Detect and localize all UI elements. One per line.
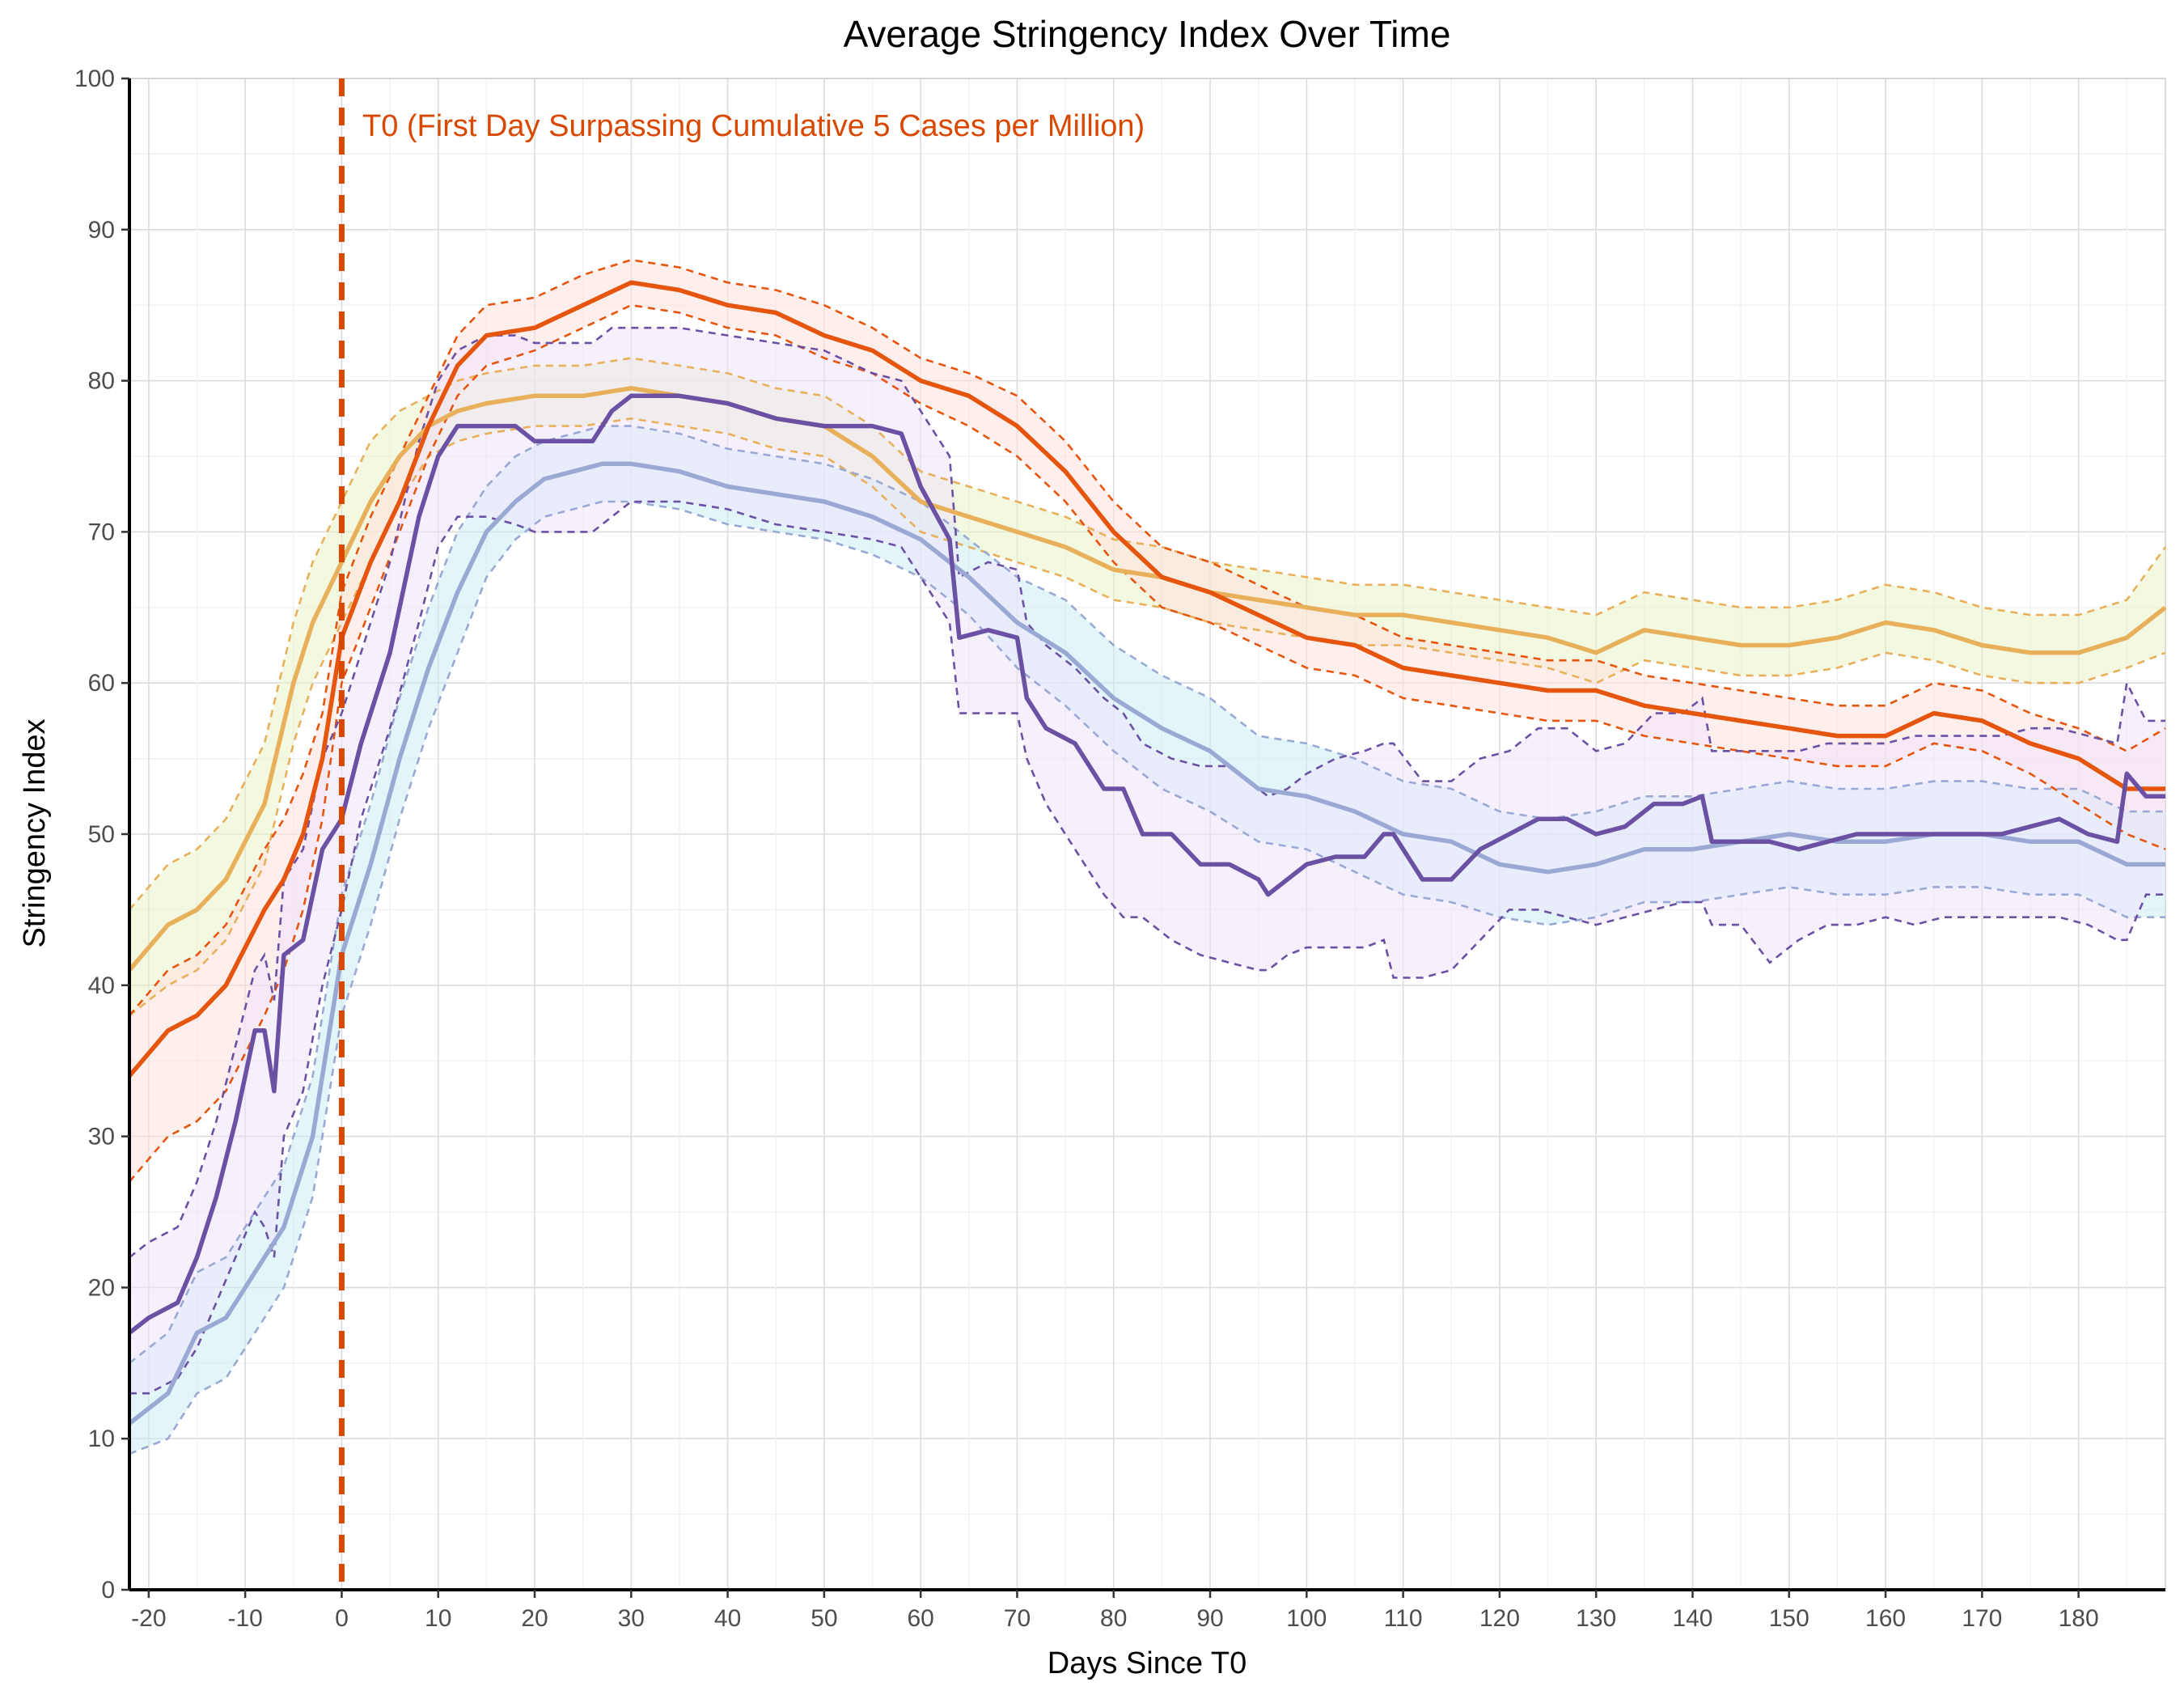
x-tick-label: 130 <box>1576 1605 1616 1632</box>
y-axis-title: Stringency Index <box>18 718 52 947</box>
series-2-lower-bound <box>129 500 2165 1455</box>
x-tick-label: 80 <box>1100 1605 1127 1632</box>
y-tick-label: 50 <box>88 821 115 848</box>
y-tick-label: 70 <box>88 519 115 545</box>
series-0-upper-bound <box>129 357 2167 911</box>
y-tick-label: 20 <box>88 1274 115 1301</box>
series-1-band <box>129 260 2165 1182</box>
confidence-bands <box>129 260 2165 1454</box>
tick-labels: 0 10 20 30 40 50 60 70 80 90 100 -20 -10 0 10 20 30 40 50 6… <box>74 66 2099 1632</box>
x-tick-label: 0 <box>335 1605 349 1632</box>
x-axis-title: Days Since T0 <box>1048 1646 1246 1680</box>
y-tick-label: 80 <box>88 368 115 395</box>
x-tick-label: 90 <box>1196 1605 1223 1632</box>
x-tick-label: 60 <box>907 1605 933 1632</box>
series-3-lower-bound <box>129 500 2165 1395</box>
series-3-band <box>129 328 2165 1394</box>
y-tick-label: 100 <box>74 66 115 92</box>
x-tick-label: 140 <box>1672 1605 1712 1632</box>
x-tick-label: 40 <box>714 1605 741 1632</box>
x-tick-label: 20 <box>521 1605 548 1632</box>
x-tick-label: 10 <box>425 1605 451 1632</box>
series-1-upper-bound <box>129 258 2166 1017</box>
series-1-lower-bound <box>129 303 2166 1183</box>
series-2-upper-bound <box>129 425 2165 1364</box>
series-3-line <box>128 393 2165 1335</box>
x-tick-label: 120 <box>1479 1605 1520 1632</box>
x-tick-label: 170 <box>1962 1605 2002 1632</box>
y-tick-label: 30 <box>88 1124 115 1150</box>
x-tick-label: 110 <box>1384 1605 1423 1632</box>
y-tick-label: 10 <box>88 1426 115 1452</box>
x-tick-label: -20 <box>131 1605 166 1632</box>
x-tick-label: 150 <box>1769 1605 1809 1632</box>
x-tick-label: 160 <box>1865 1605 1906 1632</box>
series-0-line <box>127 386 2167 972</box>
x-tick-label: 50 <box>811 1605 837 1632</box>
x-tick-label: 30 <box>618 1605 645 1632</box>
y-tick-label: 40 <box>88 972 115 999</box>
y-tick-label: 60 <box>88 670 115 697</box>
y-tick-label: 90 <box>88 217 115 244</box>
x-tick-label: 180 <box>2059 1605 2099 1632</box>
x-tick-label: 70 <box>1004 1605 1031 1632</box>
x-tick-label: -10 <box>227 1605 262 1632</box>
t0-annotation: T0 (First Day Surpassing Cumulative 5 Ca… <box>362 109 1145 143</box>
chart-title: Average Stringency Index Over Time <box>844 13 1451 55</box>
series-2-line <box>128 461 2165 1426</box>
x-tick-label: 100 <box>1286 1605 1327 1632</box>
y-tick-label: 0 <box>101 1577 115 1604</box>
series-3-upper-bound <box>129 326 2165 1259</box>
axes <box>121 77 2165 1598</box>
